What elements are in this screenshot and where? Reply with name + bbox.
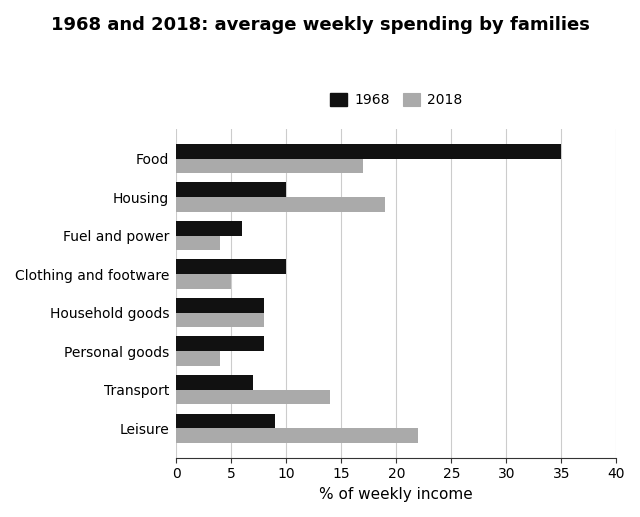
Bar [176,351,220,366]
Bar [176,260,286,274]
Bar [176,313,264,327]
Text: 1968 and 2018: average weekly spending by families: 1968 and 2018: average weekly spending b… [51,16,589,34]
Bar [176,159,364,173]
Bar [176,144,561,159]
Bar [176,183,286,197]
Bar [176,337,264,351]
X-axis label: % of weekly income: % of weekly income [319,487,473,502]
Bar [176,197,385,212]
Bar [176,221,243,236]
Bar [176,375,253,390]
Bar [176,414,275,428]
Legend: 1968, 2018: 1968, 2018 [330,93,462,107]
Bar [176,298,264,313]
Bar [176,236,220,250]
Bar [176,274,231,288]
Bar [176,390,330,404]
Bar [176,428,419,443]
